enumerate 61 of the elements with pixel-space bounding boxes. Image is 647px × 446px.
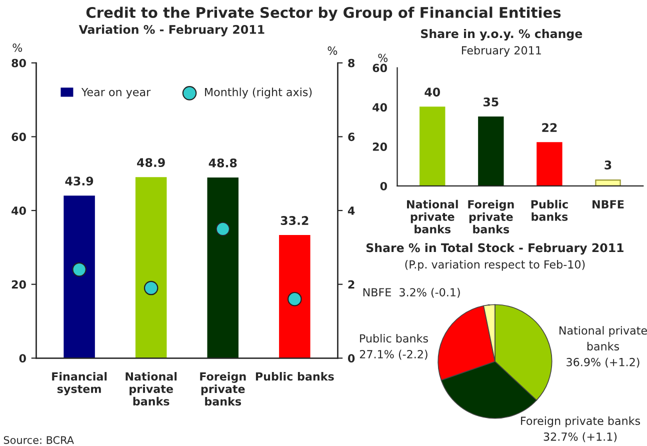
y-tick-label: 60 [372, 64, 388, 72]
y-tick-label: 0 [19, 354, 26, 363]
data-label: 3 [604, 160, 612, 170]
chart-title: Share % in Total Stock - February 2011 [366, 243, 624, 255]
bar [420, 106, 446, 186]
bar [135, 177, 167, 358]
data-label: 22 [542, 123, 557, 132]
bar [536, 142, 562, 186]
y-tick-label: 80 [12, 58, 26, 68]
x-tick-label: Public banks [531, 200, 568, 221]
data-label: 48.9 [137, 158, 165, 168]
data-label: 40 [424, 88, 440, 97]
y2-tick-label: 6 [348, 132, 355, 142]
y-axis-title: % [378, 54, 388, 62]
slice-label: National private banks [560, 326, 647, 350]
x-tick-label: Public banks [256, 372, 334, 381]
data-label: 35 [483, 97, 498, 106]
y2-tick-label: 2 [348, 280, 354, 289]
source-note: Source: BCRA [4, 436, 74, 444]
y-tick-label: 0 [380, 182, 388, 190]
chart-title: Credit to the Private Sector by Group of Financial Entities [86, 6, 561, 21]
x-tick-label: Foreign private banks [200, 372, 246, 406]
y2-tick-label: 0 [348, 354, 355, 363]
y-axis-title: % [12, 43, 22, 52]
x-tick-label: NBFE [592, 200, 624, 208]
x-tick-label: Financial system [52, 372, 107, 396]
x-tick-label: National private banks [126, 372, 177, 406]
y-tick-label: 20 [372, 142, 388, 151]
slice-label: NBFE 3.2% (-0.1) [363, 288, 460, 298]
data-label: 36.9% (+1.2) [566, 358, 640, 368]
legend-label: Year on year [81, 88, 151, 98]
bar [478, 116, 504, 186]
bar [207, 177, 239, 358]
data-label: 48.8 [208, 158, 237, 168]
data-label: 33.2 [280, 216, 308, 225]
data-label: 32.7% (+1.1) [544, 432, 617, 442]
y2-tick-label: 8 [348, 58, 354, 68]
chart-subtitle: Variation % - February 2011 [78, 24, 264, 36]
y-tick-label: 40 [12, 206, 26, 215]
point [144, 280, 158, 296]
bar [64, 196, 95, 358]
legend-label: Monthly (right axis) [205, 88, 312, 98]
chart-title: Share in y.o.y. % change [421, 28, 582, 41]
y2-tick-label: 4 [348, 206, 355, 215]
data-label: 43.9 [65, 176, 94, 186]
slice-label: Foreign private banks [521, 416, 640, 428]
data-label: 27.1% (-2.2) [360, 350, 428, 360]
point [72, 262, 86, 277]
slice-label: Public banks [360, 334, 428, 343]
y2-axis-title: % [328, 46, 338, 55]
x-tick-label: National private banks [407, 200, 458, 234]
bar [279, 235, 310, 358]
chart-subtitle: (P.p. variation respect to Feb-10) [405, 260, 585, 271]
point [216, 222, 230, 236]
y-tick-label: 20 [12, 280, 26, 289]
x-tick-label: Foreign private banks [468, 200, 514, 234]
bar [595, 180, 621, 186]
y-tick-label: 60 [12, 132, 26, 142]
y-tick-label: 40 [372, 103, 388, 112]
chart-subtitle: February 2011 [462, 46, 541, 57]
point [288, 292, 302, 306]
